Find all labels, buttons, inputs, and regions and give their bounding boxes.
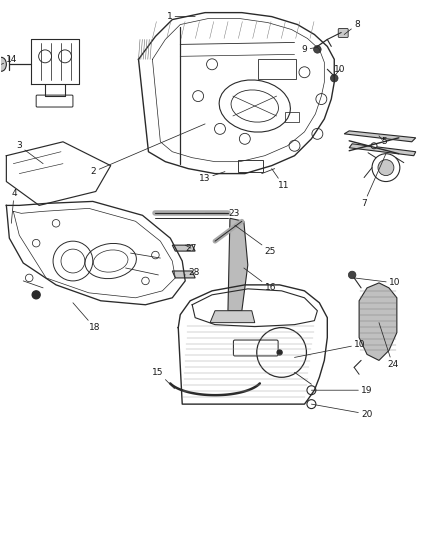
Polygon shape <box>344 131 416 142</box>
Polygon shape <box>349 144 416 156</box>
Text: 19: 19 <box>311 386 373 395</box>
Ellipse shape <box>0 58 7 71</box>
Circle shape <box>331 75 338 82</box>
Text: 14: 14 <box>1 55 18 64</box>
Text: 3: 3 <box>16 141 43 164</box>
Polygon shape <box>228 219 248 311</box>
Text: 27: 27 <box>185 244 197 253</box>
Text: 9: 9 <box>302 45 318 54</box>
Polygon shape <box>172 245 195 251</box>
Text: 10: 10 <box>334 64 346 76</box>
Bar <box>258 59 296 79</box>
Text: 18: 18 <box>73 303 100 332</box>
FancyBboxPatch shape <box>338 29 348 37</box>
Text: 20: 20 <box>311 404 372 418</box>
Circle shape <box>277 350 282 355</box>
Text: 7: 7 <box>361 154 386 208</box>
Text: 1: 1 <box>166 12 195 21</box>
Text: 4: 4 <box>11 189 17 223</box>
Text: 10: 10 <box>354 278 400 287</box>
Text: 2: 2 <box>91 124 205 176</box>
Text: 11: 11 <box>272 168 289 190</box>
Circle shape <box>314 46 321 53</box>
Text: 16: 16 <box>244 268 276 293</box>
Text: 25: 25 <box>235 225 276 256</box>
Polygon shape <box>359 283 397 360</box>
Text: 8: 8 <box>344 20 360 35</box>
Polygon shape <box>172 271 195 278</box>
Bar <box>285 112 300 122</box>
Circle shape <box>371 143 377 149</box>
Circle shape <box>32 291 40 299</box>
Text: 10: 10 <box>294 340 366 358</box>
Text: 15: 15 <box>152 368 174 389</box>
Text: 24: 24 <box>379 322 398 369</box>
Circle shape <box>348 271 356 279</box>
Circle shape <box>378 160 394 175</box>
Text: 28: 28 <box>185 269 200 278</box>
Text: 23: 23 <box>205 209 239 218</box>
Polygon shape <box>210 311 255 322</box>
Text: 13: 13 <box>198 172 225 183</box>
Bar <box>238 160 263 172</box>
Text: 5: 5 <box>379 136 387 146</box>
